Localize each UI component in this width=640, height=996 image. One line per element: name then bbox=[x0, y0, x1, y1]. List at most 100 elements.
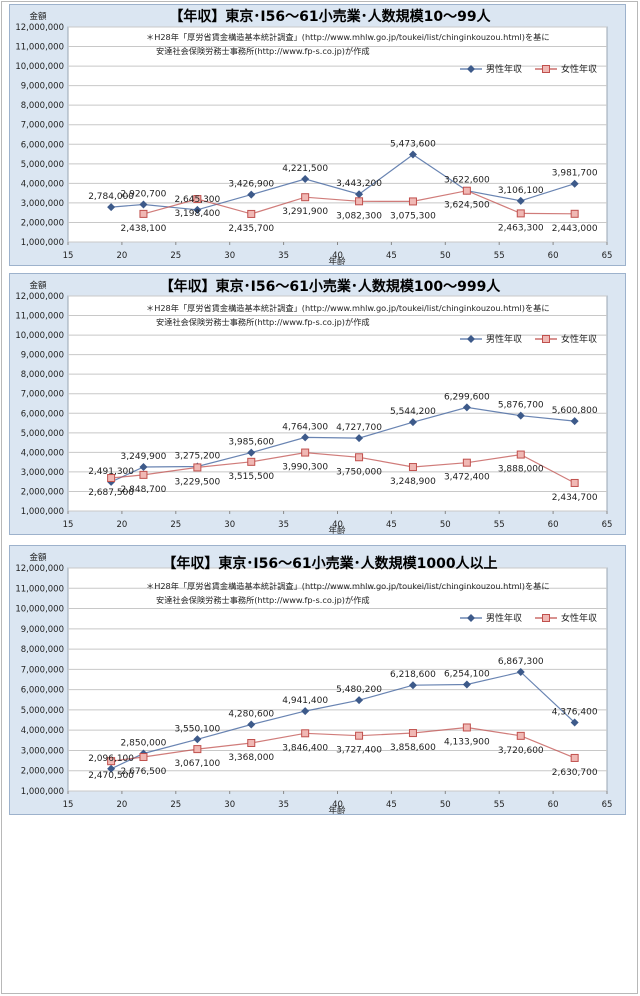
data-label-male: 6,299,600 bbox=[444, 392, 490, 402]
data-point-male bbox=[247, 190, 256, 199]
data-point-female bbox=[193, 463, 202, 472]
chart-svg: 1,000,000 2,000,000 3,000,000 4,000,000 5,00… bbox=[15, 278, 612, 536]
data-point-male bbox=[570, 179, 579, 188]
data-point-male bbox=[107, 203, 116, 212]
data-label-male: 5,480,200 bbox=[336, 685, 382, 695]
data-label-female: 3,198,400 bbox=[174, 209, 220, 219]
data-point-male bbox=[355, 434, 364, 443]
chart-panel-size-100-999: 1,000,000 2,000,000 3,000,000 4,000,000 5,00… bbox=[9, 273, 626, 536]
y-axis-label: 金額 bbox=[29, 280, 47, 291]
data-point-female bbox=[355, 197, 364, 206]
data-label-female: 3,750,000 bbox=[336, 467, 382, 477]
data-point-female bbox=[107, 757, 116, 766]
y-tick-label: 2,000,000 bbox=[21, 487, 64, 497]
data-point-female bbox=[193, 745, 202, 754]
data-label-male: 3,981,700 bbox=[552, 169, 598, 179]
data-point-female bbox=[462, 723, 471, 732]
data-label-female: 2,438,100 bbox=[121, 224, 167, 234]
y-tick-label: 2,000,000 bbox=[21, 767, 64, 777]
data-label-female: 3,846,400 bbox=[282, 743, 328, 753]
data-label-female: 3,229,500 bbox=[174, 477, 220, 487]
y-tick-label: 8,000,000 bbox=[21, 370, 64, 380]
x-tick-label: 45 bbox=[386, 800, 397, 810]
data-label-female: 3,067,100 bbox=[174, 759, 220, 769]
legend-marker bbox=[542, 614, 550, 622]
x-tick-label: 35 bbox=[278, 251, 289, 261]
source-note-line1: ＊H28年「厚労省賃金構造基本統計調査」(http://www.mhlw.go.… bbox=[146, 581, 550, 591]
data-label-male: 4,221,500 bbox=[282, 164, 328, 174]
data-point-male bbox=[139, 200, 148, 209]
data-point-male bbox=[408, 150, 417, 159]
y-tick-label: 11,000,000 bbox=[15, 584, 64, 594]
data-point-female bbox=[193, 195, 202, 204]
y-tick-label: 9,000,000 bbox=[21, 82, 64, 92]
plot-area bbox=[67, 26, 608, 243]
data-label-female: 2,435,700 bbox=[228, 224, 274, 234]
data-point-female bbox=[301, 448, 310, 457]
x-axis-label: 年齢 bbox=[328, 805, 346, 816]
y-tick-label: 5,000,000 bbox=[21, 706, 64, 716]
data-label-female: 2,687,500 bbox=[88, 488, 134, 498]
y-tick-label: 10,000,000 bbox=[15, 62, 64, 72]
data-label-female: 3,082,300 bbox=[336, 211, 382, 221]
data-point-male bbox=[408, 418, 417, 427]
data-point-male bbox=[247, 720, 256, 729]
x-tick-label: 50 bbox=[440, 520, 451, 530]
data-point-male bbox=[516, 668, 525, 677]
data-point-male bbox=[570, 718, 579, 727]
data-point-female bbox=[139, 753, 148, 762]
data-point-female bbox=[570, 478, 579, 487]
data-point-female bbox=[408, 463, 417, 472]
legend-marker bbox=[467, 335, 475, 343]
data-label-female: 3,727,400 bbox=[336, 746, 382, 756]
plot-area bbox=[67, 295, 608, 512]
data-label-male: 3,443,200 bbox=[336, 179, 382, 189]
y-axis-label: 金額 bbox=[29, 552, 47, 563]
y-tick-label: 6,000,000 bbox=[21, 686, 64, 696]
x-tick-label: 30 bbox=[224, 800, 235, 810]
x-tick-label: 25 bbox=[170, 800, 181, 810]
legend-label: 男性年収 bbox=[486, 333, 522, 345]
y-tick-label: 12,000,000 bbox=[15, 292, 64, 302]
data-label-female: 3,291,900 bbox=[282, 207, 328, 217]
y-tick-label: 11,000,000 bbox=[15, 312, 64, 322]
chart-panel-size-1000-plus: 1,000,000 2,000,000 3,000,000 4,000,000 5,00… bbox=[9, 545, 626, 816]
y-tick-label: 3,000,000 bbox=[21, 199, 64, 209]
data-label-male: 6,867,300 bbox=[498, 657, 544, 667]
chart-title: 【年収】東京･I56～61小売業･人数規模100～999人 bbox=[160, 278, 502, 295]
y-tick-label: 5,000,000 bbox=[21, 160, 64, 170]
x-tick-label: 60 bbox=[548, 251, 559, 261]
x-axis-label: 年齢 bbox=[328, 525, 346, 536]
y-tick-label: 8,000,000 bbox=[21, 101, 64, 111]
data-label-male: 5,600,800 bbox=[552, 406, 598, 416]
data-label-male: 3,106,100 bbox=[498, 186, 544, 196]
y-tick-label: 6,000,000 bbox=[21, 140, 64, 150]
data-label-male: 4,376,400 bbox=[552, 708, 598, 718]
y-tick-label: 12,000,000 bbox=[15, 564, 64, 574]
data-point-male bbox=[301, 433, 310, 442]
legend-label: 女性年収 bbox=[561, 333, 597, 345]
data-label-male: 4,727,700 bbox=[336, 423, 382, 433]
data-label-female: 3,720,600 bbox=[498, 746, 544, 756]
y-tick-label: 1,000,000 bbox=[21, 787, 64, 797]
x-tick-label: 20 bbox=[116, 800, 127, 810]
data-label-female: 3,888,000 bbox=[498, 465, 544, 475]
data-point-male bbox=[355, 190, 364, 199]
x-tick-label: 45 bbox=[386, 520, 397, 530]
data-label-female: 3,248,900 bbox=[390, 477, 436, 487]
x-tick-label: 55 bbox=[494, 800, 505, 810]
x-tick-label: 35 bbox=[278, 800, 289, 810]
data-point-female bbox=[355, 453, 364, 462]
data-label-male: 3,275,200 bbox=[174, 452, 220, 462]
data-point-female bbox=[247, 457, 256, 466]
data-point-male bbox=[247, 448, 256, 457]
chart-svg: 1,000,000 2,000,000 3,000,000 4,000,000 5,00… bbox=[15, 8, 612, 267]
data-label-male: 4,280,600 bbox=[228, 709, 274, 719]
y-tick-label: 9,000,000 bbox=[21, 351, 64, 361]
legend-marker bbox=[467, 614, 475, 622]
data-label-male: 2,645,300 bbox=[174, 195, 220, 205]
data-label-male: 6,254,100 bbox=[444, 669, 490, 679]
data-point-male bbox=[107, 764, 116, 773]
data-label-female: 3,624,500 bbox=[444, 201, 490, 211]
